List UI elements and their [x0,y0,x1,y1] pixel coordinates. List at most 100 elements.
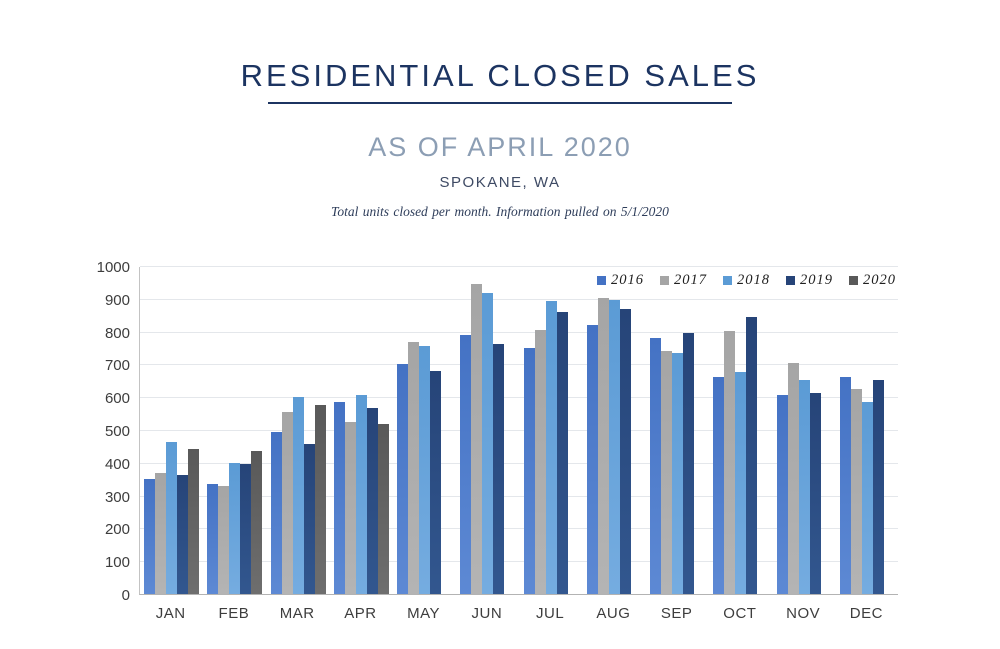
bar-2017-jun [471,284,483,594]
legend-label-2018: 2018 [737,271,770,288]
bar-2017-mar [281,411,293,594]
bar-2019-aug [619,309,631,594]
legend-swatch-2019 [786,275,795,285]
y-tick-label-800: 800 [104,324,130,342]
legend-item-2017: 2017 [660,272,707,289]
bar-2017-feb [218,485,230,594]
y-tick-label-0: 0 [121,587,130,604]
bar-2018-apr [355,394,367,594]
y-tick-label-100: 100 [104,554,130,572]
bar-2018-may [419,346,431,594]
plot-area [139,266,898,595]
bar-2016-mar [270,431,282,594]
bar-2019-feb [240,463,252,594]
bar-2018-sep [672,352,684,594]
x-tick-label-aug: AUG [596,605,631,622]
bar-2020-jan [188,448,200,594]
bar-2020-feb [251,450,263,594]
gridline-500 [140,430,898,431]
bar-2017-nov [787,363,799,594]
bar-2018-jul [545,301,557,594]
gridline-100 [140,561,898,563]
legend-swatch-2017 [660,275,669,285]
x-tick-label-nov: NOV [786,605,821,622]
bar-2017-sep [661,351,673,594]
gridline-1000 [140,266,898,267]
bar-2019-jan [177,475,189,594]
y-axis: 0 100 200 300 400 500 600 700 800 900 1000 [0,259,130,604]
legend-item-2016: 2016 [597,272,644,289]
gridline-900 [140,298,898,300]
x-tick-label-apr: APR [344,605,377,622]
bar-2016-apr [333,402,345,594]
bar-2019-apr [366,408,378,594]
bar-2016-jan [144,479,156,594]
x-tick-label-jan: JAN [155,605,186,622]
bar-2018-oct [735,371,747,594]
legend-item-2020: 2020 [849,272,896,289]
page-title: RESIDENTIAL CLOSED SALES [240,58,760,93]
gridline-800 [140,331,898,333]
subtitle-as-of-date: AS OF APRIL 2020 [368,132,632,162]
bar-2017-oct [724,331,736,594]
x-tick-label-jul: JUL [536,605,565,622]
bar-2016-may [397,364,409,594]
gridline-400 [140,462,898,464]
x-tick-label-jun: JUN [471,605,503,622]
bar-2019-dec [872,380,884,594]
x-tick-label-may: MAY [407,605,441,622]
bar-2016-jun [460,334,472,594]
bar-2018-jun [482,292,494,594]
bar-2016-nov [776,394,788,594]
y-tick-label-500: 500 [104,423,130,440]
legend-item-2019: 2019 [786,272,833,289]
bar-2019-mar [303,444,315,594]
bar-2020-mar [314,404,326,594]
bar-2016-sep [650,338,662,594]
y-tick-label-700: 700 [104,357,130,375]
bar-2019-sep [683,332,695,594]
y-tick-label-600: 600 [104,390,130,408]
legend-swatch-2020 [849,275,858,285]
bar-2019-oct [746,316,758,594]
bar-2016-dec [839,376,851,594]
y-tick-label-1000: 1000 [96,259,130,276]
y-tick-label-300: 300 [104,488,130,506]
legend-swatch-2016 [597,275,606,285]
y-tick-label-400: 400 [104,455,130,473]
gridline-200 [140,528,898,530]
source-note: Total units closed per month. Informatio… [331,204,669,219]
bar-2020-apr [377,424,389,594]
bar-2019-jul [556,311,568,594]
bar-2019-nov [809,392,821,594]
title-underline [268,102,732,104]
bar-2017-may [408,342,420,594]
bar-2017-apr [344,421,356,594]
bar-2018-mar [292,396,304,594]
bar-2017-dec [850,388,862,594]
gridline-300 [140,495,898,497]
chart-legend: 2016 2017 2018 2019 2020 [597,271,896,289]
y-tick-label-900: 900 [104,291,130,309]
bar-2018-dec [861,401,873,594]
bar-2016-aug [586,325,598,594]
gridline-700 [140,364,898,366]
x-tick-label-mar: MAR [279,605,315,622]
bar-2017-aug [597,298,609,594]
x-tick-label-feb: FEB [218,605,250,622]
bar-2018-feb [229,462,241,594]
bar-2016-feb [207,484,219,594]
bar-2018-jan [166,442,178,594]
legend-swatch-2018 [723,275,732,285]
bar-2019-jun [493,344,505,594]
legend-label-2020: 2020 [863,271,896,288]
legend-item-2018: 2018 [723,272,770,289]
x-axis: JAN FEB MAR APR MAY JUN JUL AUG SEP OCT NOV DEC [139,605,898,627]
bar-2018-nov [798,380,810,594]
bar-2019-may [430,371,442,594]
x-tick-label-oct: OCT [723,605,757,622]
gridline-600 [140,397,898,399]
location-label: SPOKANE, WA [439,174,561,191]
